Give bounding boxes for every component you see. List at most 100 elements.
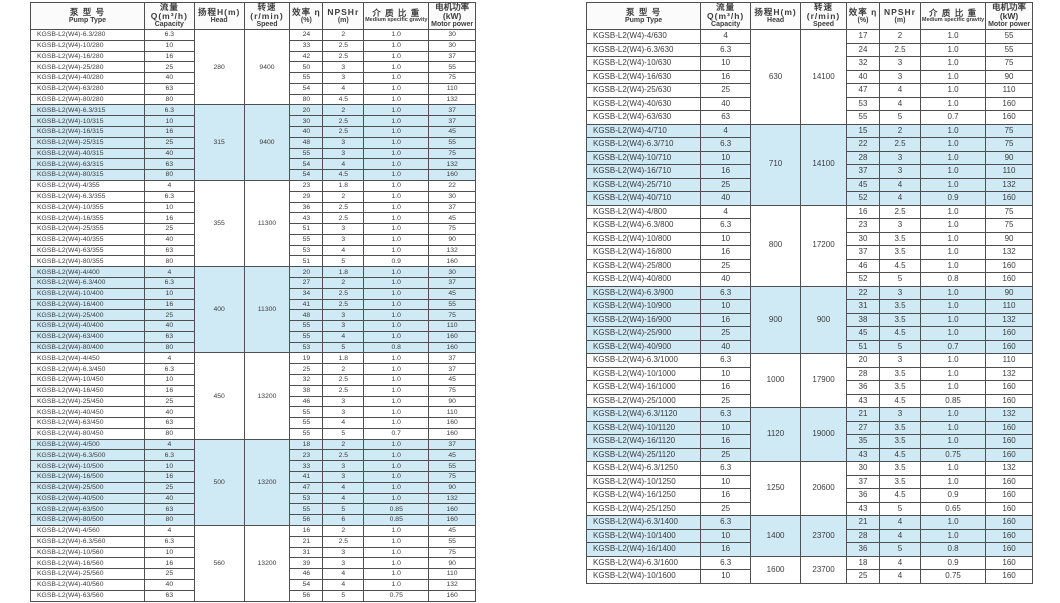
head-cell: 450: [193, 352, 245, 440]
pump-model-cell: KGSB-L2(W4)-10/710: [585, 150, 702, 165]
motor-power-cell: 75: [428, 147, 476, 160]
capacity-cell: 80: [143, 341, 195, 354]
specific-gravity-cell: 1.0: [363, 276, 430, 289]
specific-gravity-cell: 0.8: [363, 341, 430, 354]
efficiency-cell: 56: [289, 589, 324, 603]
motor-power-cell: 132: [428, 244, 476, 257]
motor-power-cell: 45: [428, 524, 476, 537]
npshr-cell: 4: [878, 191, 922, 206]
head-cell: 400: [193, 266, 245, 354]
pump-model-cell: KGSB-L2(W4)-25/900: [585, 326, 702, 341]
col-header-zh-label: NPSHr: [884, 6, 916, 17]
col-header-en-label: Motor power: [431, 21, 474, 29]
capacity-cell: 16: [700, 542, 752, 557]
specific-gravity-cell: 1.0: [920, 353, 987, 368]
specific-gravity-cell: 1.0: [920, 380, 987, 395]
specific-gravity-cell: 1.0: [363, 438, 430, 451]
specific-gravity-cell: 0.85: [363, 514, 430, 526]
motor-power-cell: 160: [985, 191, 1033, 206]
npshr-cell: 3: [322, 61, 365, 74]
specific-gravity-cell: 1.0: [363, 481, 430, 494]
table-row: KGSB-L2(W4)-16/355 16 43 2.5 1.0 45: [30, 212, 476, 225]
col-header-en-label: Speed: [813, 21, 835, 29]
specific-gravity-cell: 1.0: [363, 535, 430, 548]
efficiency-cell: 52: [845, 272, 880, 287]
specific-gravity-cell: 1.0: [920, 83, 987, 98]
efficiency-cell: 27: [289, 276, 324, 289]
pump-model-cell: KGSB-L2(W4)-10/1120: [585, 420, 702, 435]
motor-power-cell: 132: [428, 158, 476, 171]
pump-model-cell: KGSB-L2(W4)-80/355: [30, 255, 145, 268]
specific-gravity-cell: 1.0: [920, 366, 987, 381]
col-header-en-label: Medium specific gravity: [921, 16, 985, 23]
pump-model-cell: KGSB-L2(W4)-16/1000: [585, 380, 702, 395]
specific-gravity-cell: 1.0: [363, 115, 430, 128]
capacity-cell: 25: [143, 309, 195, 322]
motor-power-cell: 45: [428, 126, 476, 138]
pump-model-cell: KGSB-L2(W4)-80/400: [30, 341, 145, 354]
table-row: KGSB-L2(W4)-4/400 4 400 11300 20 1.8 1.0 30: [30, 266, 476, 354]
col-header-specific-gravity: 介 质 比 重 Medium specific gravity: [920, 2, 987, 30]
efficiency-cell: 20: [289, 266, 324, 278]
motor-power-cell: 90: [428, 557, 476, 570]
npshr-cell: 5: [878, 501, 922, 516]
pump-model-cell: KGSB-L2(W4)-4/355: [30, 179, 145, 192]
npshr-cell: 3: [322, 136, 365, 149]
capacity-cell: 10: [700, 528, 752, 543]
table-row: KGSB-L2(W4)-25/710 25 45 4 1.0 132: [585, 177, 1033, 192]
pump-spec-table-right: 泵 型 号 Pump Type 流量Q(m³/h) Capacity 扬程H(m) Hea…: [585, 2, 1033, 584]
table-row: KGSB-L2(W4)-40/315 40 55 3 1.0 75: [30, 147, 476, 160]
pump-model-cell: KGSB-L2(W4)-10/355: [30, 201, 145, 214]
col-header-zh-label: NPSHr: [327, 6, 360, 17]
table-row: KGSB-L2(W4)-10/1120 10 27 3.5 1.0 160: [585, 420, 1033, 435]
capacity-cell: 4: [143, 266, 195, 278]
npshr-cell: 3: [878, 56, 922, 71]
motor-power-cell: 37: [428, 201, 476, 214]
motor-power-cell: 55: [985, 42, 1033, 57]
specific-gravity-cell: 1.0: [363, 492, 430, 505]
npshr-cell: 1.8: [322, 352, 365, 365]
capacity-cell: 6.3: [143, 535, 195, 548]
pump-model-cell: KGSB-L2(W4)-6.3/900: [585, 285, 702, 300]
efficiency-cell: 20: [289, 104, 324, 117]
table-row: KGSB-L2(W4)-25/1120 25 43 4.5 0.75 160: [585, 447, 1033, 462]
table-row: KGSB-L2(W4)-25/280 25 50 3 1.0 55: [30, 61, 476, 74]
specific-gravity-cell: 1.0: [920, 299, 987, 314]
table-row: KGSB-L2(W4)-10/1400 10 28 4 1.0 160: [585, 528, 1033, 543]
table-row: KGSB-L2(W4)-16/450 16 38 2.5 1.0 75: [30, 384, 476, 397]
specific-gravity-cell: 1.0: [363, 72, 430, 84]
col-header-zh-label: 流量Q(m³/h): [707, 2, 745, 22]
npshr-cell: 4: [878, 555, 922, 570]
table-row: KGSB-L2(W4)-6.3/1120 6.3 1120 19000 21 3 1.0 13…: [585, 407, 1033, 462]
npshr-cell: 4.5: [322, 93, 365, 106]
col-header-head: 扬程H(m) Head: [193, 2, 245, 30]
motor-power-cell: 90: [428, 395, 476, 408]
efficiency-cell: 46: [289, 395, 324, 408]
specific-gravity-cell: 1.0: [920, 177, 987, 192]
motor-power-cell: 110: [985, 353, 1033, 368]
specific-gravity-cell: 1.0: [363, 212, 430, 225]
specific-gravity-cell: 0.9: [920, 488, 987, 503]
pump-model-cell: KGSB-L2(W4)-16/450: [30, 384, 145, 397]
pump-model-cell: KGSB-L2(W4)-25/500: [30, 481, 145, 494]
motor-power-cell: 90: [428, 481, 476, 494]
capacity-cell: 10: [700, 569, 752, 584]
specific-gravity-cell: 1.0: [363, 233, 430, 246]
motor-power-cell: 75: [985, 218, 1033, 233]
efficiency-cell: 53: [289, 341, 324, 354]
head-cell: 355: [193, 179, 245, 268]
specific-gravity-cell: 1.0: [363, 460, 430, 473]
pump-model-cell: KGSB-L2(W4)-63/560: [30, 589, 145, 603]
capacity-cell: 16: [700, 164, 752, 179]
motor-power-cell: 30: [428, 39, 476, 52]
capacity-cell: 25: [143, 395, 195, 408]
speed-cell: 17900: [800, 353, 847, 408]
head-cell: 900: [750, 285, 802, 354]
npshr-cell: 2.5: [878, 42, 922, 57]
efficiency-cell: 27: [845, 420, 880, 435]
npshr-cell: 4.5: [878, 488, 922, 503]
specific-gravity-cell: 1.0: [363, 39, 430, 52]
efficiency-cell: 37: [845, 164, 880, 179]
motor-power-cell: 132: [428, 578, 476, 591]
table-row: KGSB-L2(W4)-25/900 25 45 4.5 1.0 160: [585, 326, 1033, 341]
